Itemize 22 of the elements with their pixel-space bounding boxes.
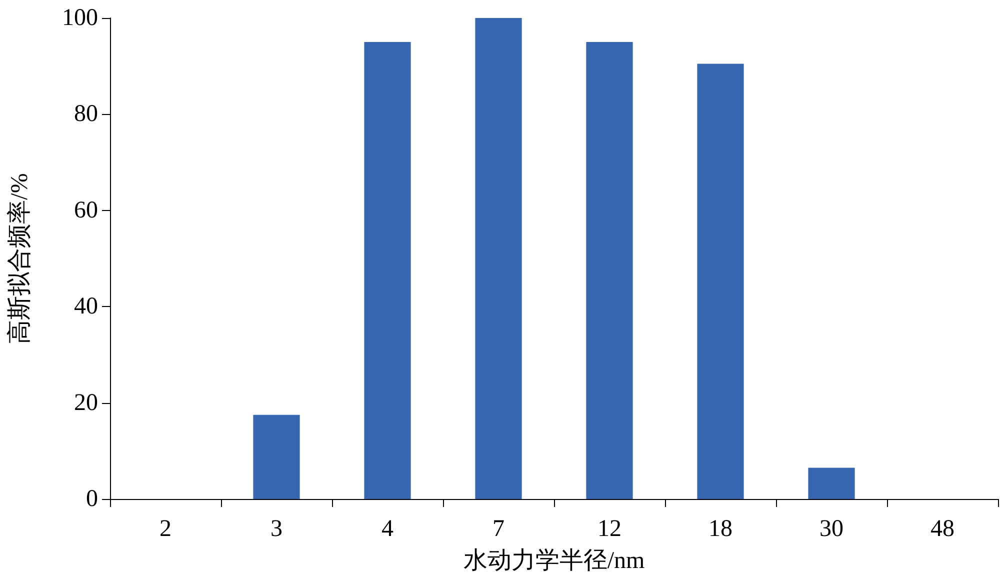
x-tick-label: 30	[820, 516, 844, 542]
bar	[364, 42, 411, 499]
y-tick-label: 80	[74, 101, 98, 128]
bar	[475, 18, 522, 499]
x-tick-label: 4	[382, 516, 394, 542]
x-tick-label: 2	[160, 516, 172, 542]
x-axis-title: 水动力学半径/nm	[463, 548, 645, 574]
y-axis-title: 高斯拟合频率/%	[6, 173, 33, 344]
x-tick-label: 18	[708, 516, 732, 542]
x-tick-label: 48	[930, 516, 954, 542]
y-tick-label: 0	[86, 486, 98, 512]
x-tick-label: 12	[598, 516, 622, 542]
bar	[697, 64, 744, 499]
x-tick-label: 7	[492, 516, 504, 542]
y-tick-label: 100	[62, 5, 98, 31]
y-tick-label: 60	[74, 197, 98, 224]
bar	[253, 414, 300, 499]
y-tick-label: 20	[74, 390, 98, 416]
y-tick-label: 40	[74, 294, 98, 320]
bar	[586, 42, 633, 499]
x-tick-label: 3	[270, 516, 282, 542]
bar	[808, 468, 855, 499]
